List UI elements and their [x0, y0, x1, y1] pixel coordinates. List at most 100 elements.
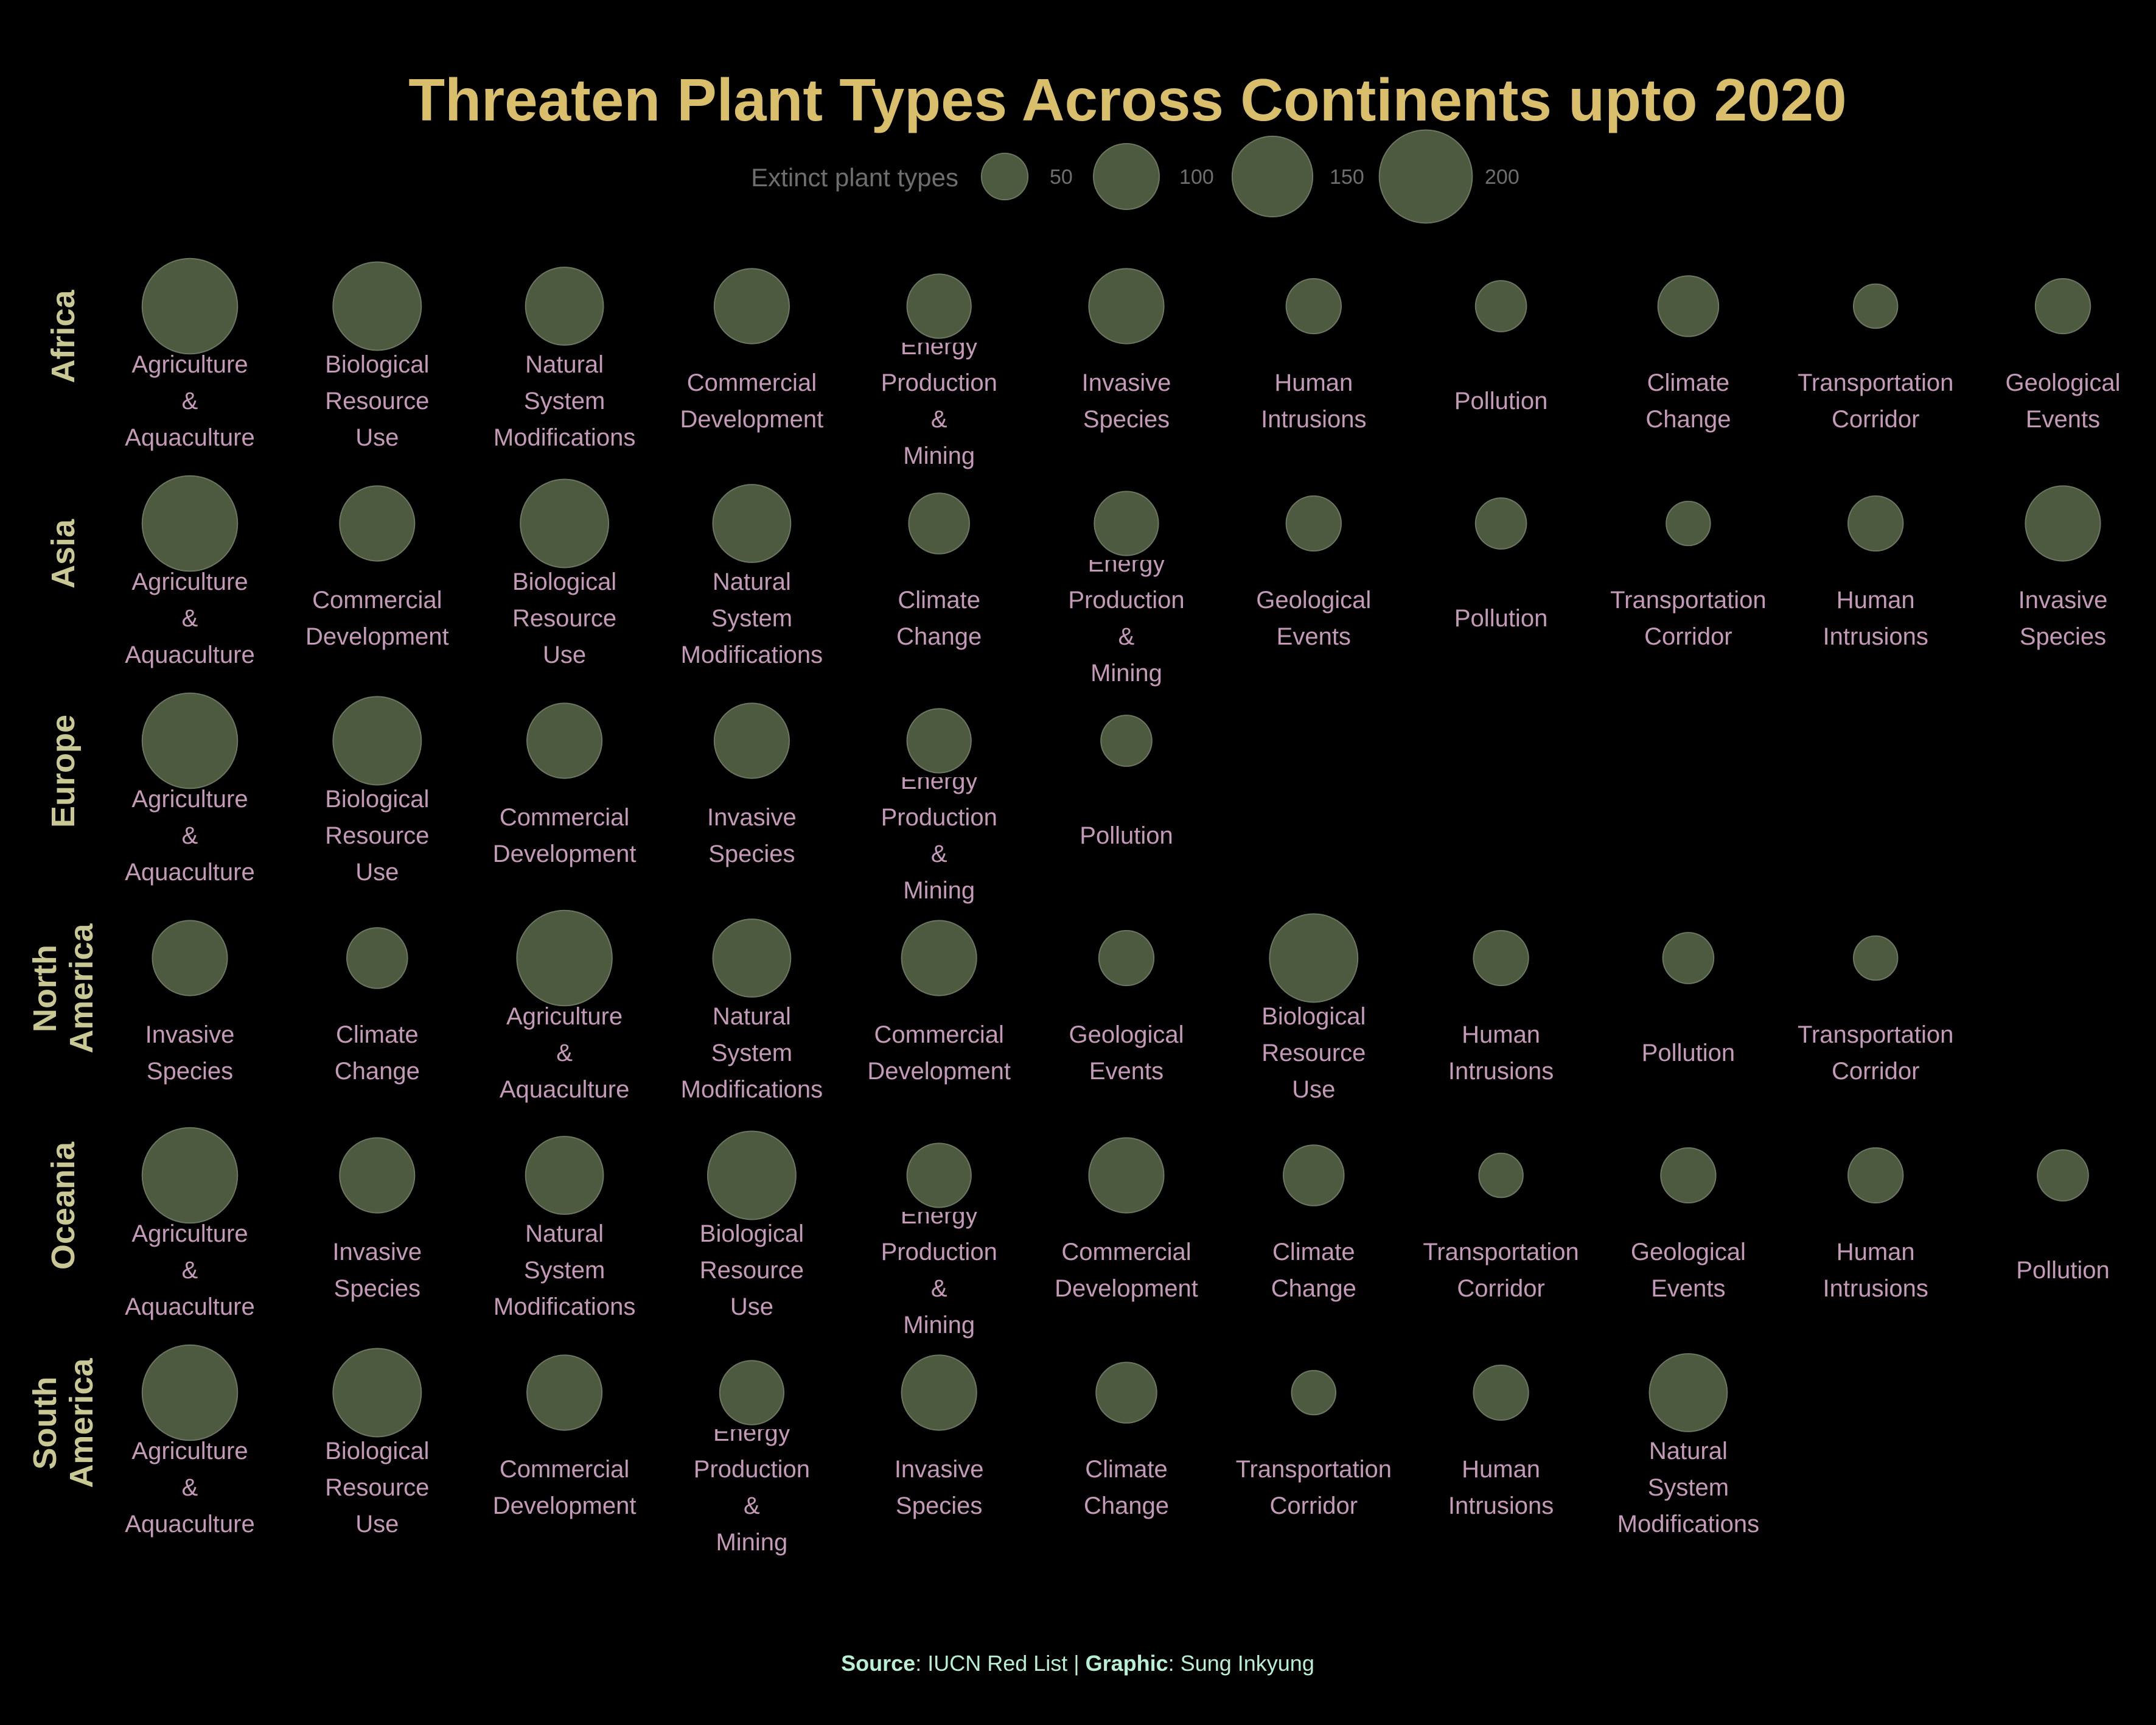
legend-tick-50: 50 [1050, 166, 1073, 189]
category-label: Commercial Development [1055, 1239, 1198, 1302]
bubble [1478, 1152, 1524, 1198]
row-label-oceania: Oceania [45, 1141, 82, 1270]
bubble [526, 1354, 603, 1431]
category-label: Natural System Modifications [1617, 1438, 1759, 1538]
bubble [525, 1136, 604, 1215]
bubble [712, 484, 792, 563]
category-label: Biological Resource Use [325, 786, 429, 886]
category-label: Geological Events [1631, 1239, 1746, 1302]
bubble-grid: Africa Agriculture & Aquaculture Biological R… [27, 257, 2121, 1556]
caption-source-label: Source [841, 1651, 915, 1676]
caption: Source: IUCN Red List | Graphic: Sung In… [841, 1651, 1314, 1676]
bubble [1285, 495, 1342, 552]
category-label: Invasive Species [145, 1021, 235, 1085]
bubble [141, 1127, 239, 1224]
category-label: Invasive Species [1082, 369, 1171, 433]
category-label: Climate Change [1084, 1456, 1169, 1519]
bubble [346, 927, 408, 989]
category-label: Pollution [1642, 1040, 1735, 1066]
bubble [141, 1344, 239, 1441]
category-label: Geological Events [1256, 587, 1371, 650]
category-label: Climate Change [1645, 369, 1731, 433]
bubble [339, 1137, 416, 1214]
caption-source-text: : IUCN Red List | [915, 1651, 1085, 1676]
legend-bubble-100 [1093, 143, 1160, 210]
bubble [332, 261, 422, 351]
category-label: Pollution [1080, 822, 1173, 849]
bubble [332, 1348, 422, 1438]
bubble [525, 267, 604, 346]
bubble [141, 692, 239, 789]
category-label: Natural System Modifications [494, 351, 635, 451]
bubble [1283, 1144, 1345, 1206]
size-legend: Extinct plant types 50 100 150 200 [751, 129, 1519, 224]
legend-title: Extinct plant types [751, 163, 958, 192]
bubble [1852, 283, 1899, 329]
category-label: Transportation Corridor [1798, 369, 1953, 433]
category-label: Human Intrusions [1261, 369, 1366, 433]
bubble [516, 909, 613, 1007]
bubble [713, 702, 790, 779]
bubble [1269, 913, 1359, 1003]
row-label-europe: Europe [45, 715, 82, 828]
bubble [520, 478, 610, 569]
bubble [706, 1130, 797, 1220]
bubble [152, 920, 228, 996]
bubble [1473, 929, 1529, 987]
bubble [908, 492, 970, 555]
bubble [1662, 932, 1715, 984]
category-label: Biological Resource Use [1261, 1003, 1366, 1103]
bubble [2037, 1149, 2089, 1202]
bubble [901, 920, 977, 996]
bubble [713, 268, 790, 345]
category-label: Commercial Development [493, 1456, 637, 1519]
caption-graphic-text: : Sung Inkyung [1168, 1651, 1314, 1676]
category-label: Energy Production & Mining [881, 1202, 997, 1338]
bubble [712, 918, 792, 998]
legend-tick-100: 100 [1179, 166, 1214, 189]
category-label: Invasive Species [707, 804, 797, 867]
bubble [1098, 929, 1155, 987]
bubble [2025, 485, 2101, 562]
bubble [906, 1142, 972, 1208]
category-label: Agriculture & Aquaculture [125, 351, 254, 451]
category-label: Natural System Modifications [681, 569, 823, 668]
row-label-asia: Asia [45, 519, 82, 589]
bubble [1660, 1147, 1717, 1204]
category-label: Human Intrusions [1823, 1239, 1928, 1302]
category-label: Transportation Corridor [1798, 1021, 1953, 1085]
category-label: Human Intrusions [1448, 1456, 1554, 1519]
bubble [1095, 1362, 1157, 1424]
bubble [1666, 500, 1711, 547]
bubble [1088, 268, 1165, 345]
category-label: Pollution [2016, 1257, 2109, 1284]
bubble [1094, 491, 1159, 556]
category-label: Transportation Corridor [1423, 1239, 1579, 1302]
legend-bubble-150 [1231, 135, 1314, 218]
category-label: Human Intrusions [1823, 587, 1928, 650]
category-label: Geological Events [2005, 369, 2120, 433]
caption-graphic-label: Graphic [1086, 1651, 1168, 1676]
bubble [1852, 935, 1899, 981]
chart-title: Threaten Plant Types Across Continents u… [408, 66, 1846, 133]
category-label: Commercial Development [305, 587, 449, 650]
bubble [2034, 278, 2091, 335]
bubble [1657, 275, 1720, 337]
bubble [906, 708, 972, 774]
category-label: Energy Production & Mining [694, 1419, 810, 1556]
bubble [141, 475, 239, 572]
bubble [141, 257, 239, 355]
category-label: Pollution [1454, 605, 1547, 632]
category-label: Biological Resource Use [512, 569, 616, 668]
legend-tick-200: 200 [1485, 166, 1519, 189]
category-label: Agriculture & Aquaculture [125, 786, 254, 886]
row-label-africa: Africa [45, 290, 82, 383]
bubble [332, 696, 422, 786]
bubble [1847, 1147, 1904, 1204]
category-label: Agriculture & Aquaculture [125, 569, 254, 668]
category-label: Geological Events [1069, 1021, 1184, 1085]
bubble [1285, 278, 1342, 335]
category-label: Transportation Corridor [1610, 587, 1766, 650]
